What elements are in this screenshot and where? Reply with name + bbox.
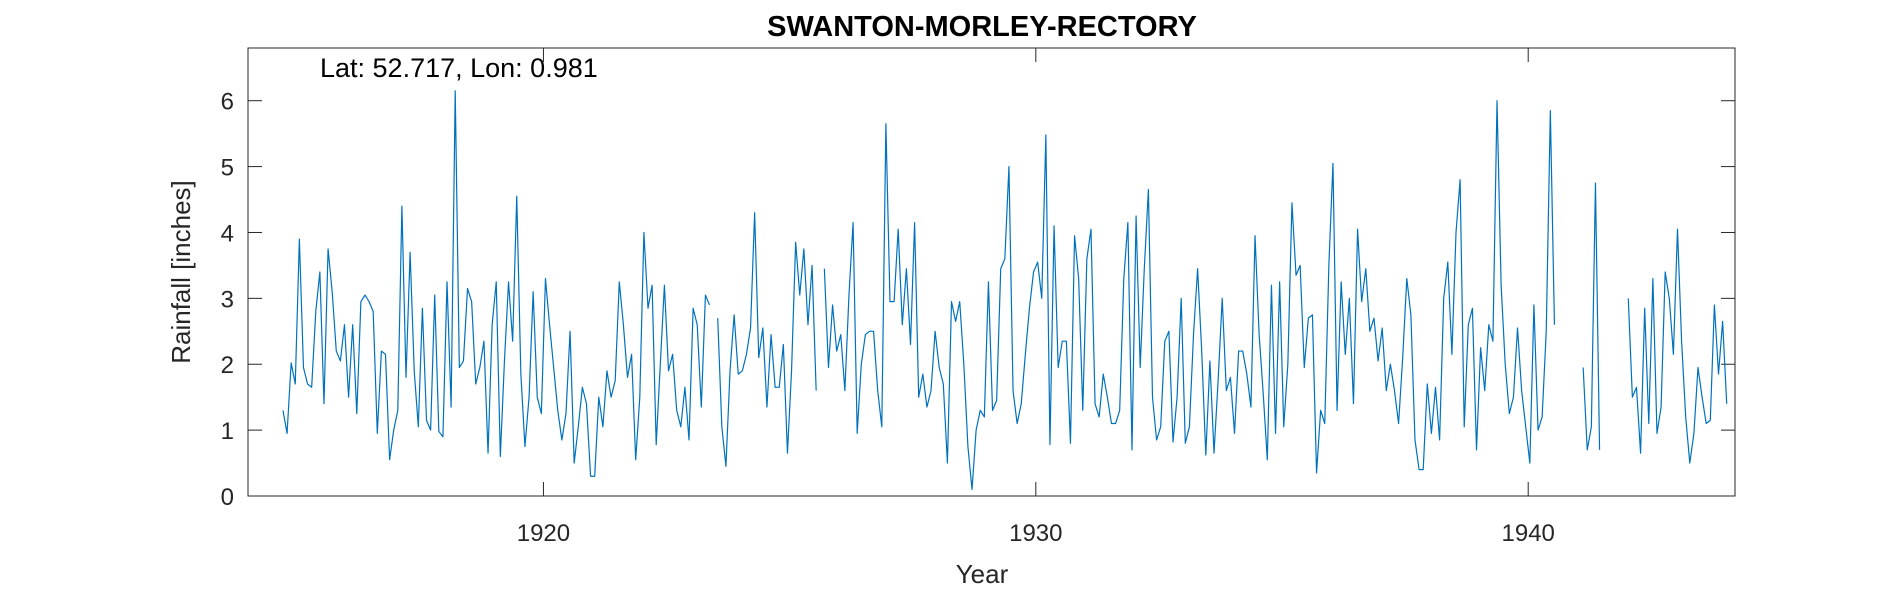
y-tick-label: 5: [221, 155, 234, 182]
x-tick-label: 1930: [1009, 520, 1062, 547]
y-tick-label: 4: [221, 220, 234, 247]
y-axis-label: Rainfall [inches]: [166, 180, 196, 364]
y-tick-label: 6: [221, 89, 234, 116]
x-tick-label: 1920: [517, 520, 570, 547]
x-axis-label: Year: [956, 559, 1009, 589]
y-tick-label: 2: [221, 352, 234, 379]
x-axis-ticks: 1920 1930 1940: [517, 48, 1555, 547]
y-axis-ticks: 0 1 2 3 4 5 6: [221, 89, 1735, 511]
y-tick-label: 0: [221, 484, 234, 511]
y-tick-label: 3: [221, 286, 234, 313]
series-group: [282, 90, 1728, 491]
y-tick-label: 1: [221, 418, 234, 445]
station-coordinates: Lat: 52.717, Lon: 0.981: [320, 53, 598, 83]
chart-title: SWANTON-MORLEY-RECTORY: [767, 11, 1197, 43]
rainfall-series-line: [282, 90, 1728, 491]
plot-area: [247, 47, 1736, 497]
x-tick-label: 1940: [1502, 520, 1555, 547]
